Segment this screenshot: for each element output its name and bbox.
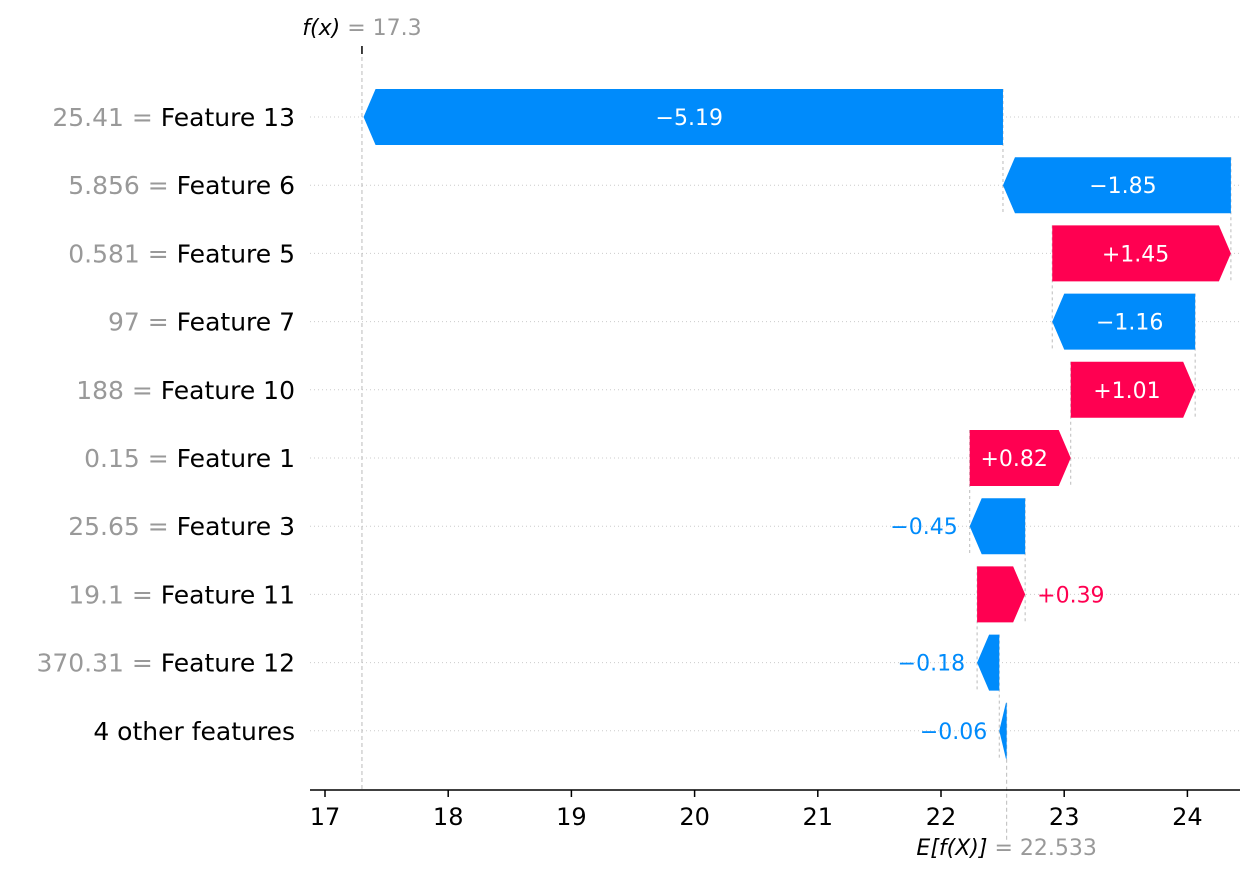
bar-value-label: +1.45 bbox=[1102, 242, 1169, 267]
feature-name: Feature 11 bbox=[161, 580, 295, 609]
feature-name: Feature 5 bbox=[177, 239, 295, 268]
bar-value-label: −5.19 bbox=[656, 106, 723, 131]
feature-label: 25.41 = Feature 13 bbox=[52, 103, 295, 132]
feature-value: 5.856 = bbox=[68, 171, 176, 200]
x-tick-label: 17 bbox=[310, 803, 341, 831]
bar-value-label: +0.82 bbox=[981, 447, 1048, 472]
feature-value: 97 = bbox=[108, 308, 177, 337]
bar-value-label: −1.16 bbox=[1096, 311, 1163, 336]
feature-name: 4 other features bbox=[93, 717, 295, 746]
bar-1 bbox=[363, 89, 1003, 145]
feature-value: 25.65 = bbox=[68, 512, 176, 541]
bar-value-label: −1.85 bbox=[1089, 174, 1156, 199]
feature-name: Feature 13 bbox=[161, 103, 295, 132]
x-tick-label: 23 bbox=[1049, 803, 1080, 831]
bar-7 bbox=[969, 498, 1026, 555]
bar-value-label: +0.39 bbox=[1037, 583, 1104, 608]
bar-10 bbox=[999, 702, 1007, 759]
x-tick-label: 21 bbox=[803, 803, 834, 831]
base-label: E[f(X)] bbox=[916, 836, 987, 861]
feature-name: Feature 7 bbox=[177, 308, 295, 337]
x-tick-label: 19 bbox=[556, 803, 587, 831]
x-tick-label: 18 bbox=[433, 803, 464, 831]
annotations: f(x) = 17.3 E[f(X)] = 22.533 bbox=[302, 16, 1097, 861]
feature-value: 25.41 = bbox=[52, 103, 160, 132]
feature-label: 25.65 = Feature 3 bbox=[68, 512, 295, 541]
feature-label: 0.581 = Feature 5 bbox=[68, 239, 295, 268]
fx-annotation: f(x) = 17.3 bbox=[302, 16, 421, 41]
bar-2 bbox=[1002, 157, 1231, 214]
feature-label: 0.15 = Feature 1 bbox=[84, 444, 295, 473]
feature-label: 5.856 = Feature 6 bbox=[68, 171, 295, 200]
x-tick-label: 24 bbox=[1172, 803, 1203, 831]
x-tick-label: 20 bbox=[679, 803, 710, 831]
feature-label: 4 other features bbox=[93, 717, 295, 746]
feature-value: 188 = bbox=[76, 376, 161, 405]
feature-name: Feature 1 bbox=[177, 444, 295, 473]
fx-label: f(x) bbox=[302, 16, 340, 41]
feature-labels: 25.41 = Feature 13 5.856 = Feature 6 0.581… bbox=[36, 103, 295, 746]
feature-value: 370.31 = bbox=[36, 649, 160, 678]
feature-value: 19.1 = bbox=[68, 580, 161, 609]
feature-label: 370.31 = Feature 12 bbox=[36, 649, 295, 678]
bar-value-label: −0.06 bbox=[920, 720, 987, 745]
bars: −5.19 −1.85 +1.45 −1.16 +1.01 +0.82 −0.45 +0.39… bbox=[363, 89, 1231, 759]
fx-value: = 17.3 bbox=[340, 16, 421, 41]
bar-6 bbox=[969, 430, 1071, 486]
feature-name: Feature 6 bbox=[177, 171, 295, 200]
bar-4 bbox=[1052, 293, 1196, 350]
bar-8 bbox=[977, 566, 1026, 623]
feature-name: Feature 12 bbox=[161, 649, 295, 678]
feature-name: Feature 10 bbox=[161, 376, 295, 405]
base-annotation: E[f(X)] = 22.533 bbox=[916, 836, 1096, 861]
bar-value-label: −0.18 bbox=[898, 652, 965, 677]
x-tick-label: 22 bbox=[926, 803, 957, 831]
bar-value-label: +1.01 bbox=[1093, 379, 1160, 404]
feature-value: 0.15 = bbox=[84, 444, 177, 473]
feature-label: 19.1 = Feature 11 bbox=[68, 580, 295, 609]
feature-name: Feature 3 bbox=[177, 512, 295, 541]
bar-value-label: −0.45 bbox=[890, 515, 957, 540]
bar-3 bbox=[1052, 225, 1231, 282]
feature-label: 97 = Feature 7 bbox=[108, 308, 295, 337]
feature-label: 188 = Feature 10 bbox=[76, 376, 295, 405]
feature-value: 0.581 = bbox=[68, 239, 176, 268]
bar-5 bbox=[1070, 361, 1196, 418]
base-value: = 22.533 bbox=[987, 836, 1096, 861]
x-axis: 17 18 19 20 21 22 23 24 bbox=[310, 789, 1240, 831]
bar-9 bbox=[977, 634, 1000, 691]
